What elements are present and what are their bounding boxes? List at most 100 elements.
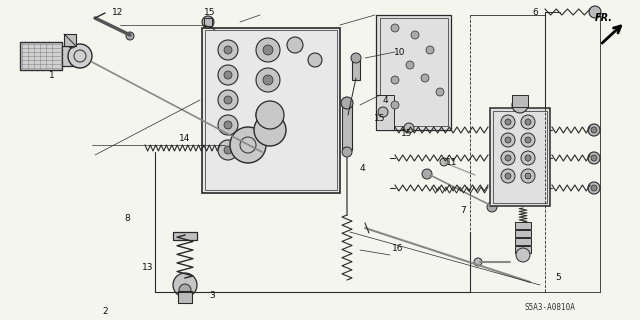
Circle shape bbox=[591, 127, 597, 133]
Circle shape bbox=[501, 169, 515, 183]
Circle shape bbox=[263, 75, 273, 85]
Bar bbox=[205, 30, 337, 190]
Bar bbox=[490, 108, 550, 206]
Circle shape bbox=[256, 38, 280, 62]
Bar bbox=[204, 18, 212, 26]
Bar bbox=[64, 34, 76, 46]
Bar bbox=[376, 95, 394, 130]
Text: 11: 11 bbox=[446, 157, 458, 166]
Text: 2: 2 bbox=[102, 308, 108, 316]
Circle shape bbox=[591, 185, 597, 191]
Text: 1: 1 bbox=[49, 70, 55, 79]
Circle shape bbox=[218, 115, 238, 135]
Circle shape bbox=[505, 173, 511, 179]
Text: 14: 14 bbox=[179, 133, 191, 142]
Text: 8: 8 bbox=[124, 213, 130, 222]
Bar bbox=[376, 15, 451, 130]
Circle shape bbox=[391, 24, 399, 32]
Circle shape bbox=[218, 65, 238, 85]
Text: 4: 4 bbox=[359, 164, 365, 172]
Bar bbox=[515, 222, 531, 229]
Circle shape bbox=[287, 37, 303, 53]
Text: 6: 6 bbox=[532, 7, 538, 17]
Circle shape bbox=[525, 173, 531, 179]
Bar bbox=[178, 291, 192, 303]
Circle shape bbox=[256, 68, 280, 92]
Bar bbox=[173, 232, 197, 240]
Circle shape bbox=[521, 115, 535, 129]
Text: 7: 7 bbox=[460, 205, 466, 214]
Text: 5: 5 bbox=[555, 274, 561, 283]
Circle shape bbox=[256, 103, 280, 127]
Circle shape bbox=[525, 155, 531, 161]
Bar bbox=[493, 111, 547, 203]
Text: 15: 15 bbox=[401, 129, 413, 138]
Circle shape bbox=[378, 107, 388, 117]
Circle shape bbox=[516, 248, 530, 262]
Circle shape bbox=[426, 46, 434, 54]
Circle shape bbox=[224, 46, 232, 54]
Circle shape bbox=[224, 121, 232, 129]
Circle shape bbox=[391, 76, 399, 84]
Text: 13: 13 bbox=[142, 263, 154, 273]
Text: 15: 15 bbox=[374, 114, 386, 123]
Circle shape bbox=[308, 53, 322, 67]
Circle shape bbox=[342, 147, 352, 157]
Circle shape bbox=[126, 32, 134, 40]
Circle shape bbox=[501, 133, 515, 147]
Circle shape bbox=[344, 114, 352, 122]
Circle shape bbox=[588, 182, 600, 194]
Circle shape bbox=[224, 146, 232, 154]
Bar bbox=[202, 28, 340, 193]
Circle shape bbox=[525, 137, 531, 143]
Circle shape bbox=[406, 61, 414, 69]
Text: 4: 4 bbox=[382, 95, 388, 105]
Text: 3: 3 bbox=[209, 292, 215, 300]
Circle shape bbox=[421, 74, 429, 82]
Bar bbox=[515, 238, 531, 245]
Circle shape bbox=[218, 90, 238, 110]
Circle shape bbox=[505, 137, 511, 143]
Text: 10: 10 bbox=[394, 47, 406, 57]
Circle shape bbox=[173, 273, 197, 297]
Circle shape bbox=[224, 96, 232, 104]
Circle shape bbox=[525, 119, 531, 125]
Bar bbox=[515, 246, 531, 253]
Circle shape bbox=[404, 123, 414, 133]
Bar bbox=[20, 42, 62, 70]
Circle shape bbox=[521, 151, 535, 165]
Bar bbox=[62, 46, 80, 66]
Circle shape bbox=[263, 110, 273, 120]
Circle shape bbox=[256, 101, 284, 129]
Circle shape bbox=[474, 258, 482, 266]
Circle shape bbox=[487, 202, 497, 212]
Bar bbox=[515, 230, 531, 237]
Circle shape bbox=[588, 152, 600, 164]
Circle shape bbox=[422, 169, 432, 179]
Circle shape bbox=[230, 127, 266, 163]
Circle shape bbox=[589, 6, 601, 18]
Circle shape bbox=[440, 158, 448, 166]
Circle shape bbox=[218, 40, 238, 60]
Bar bbox=[352, 60, 360, 80]
Circle shape bbox=[351, 53, 361, 63]
Circle shape bbox=[224, 71, 232, 79]
Circle shape bbox=[521, 133, 535, 147]
Text: FR.: FR. bbox=[595, 13, 613, 23]
Text: S5A3-A0810A: S5A3-A0810A bbox=[525, 303, 575, 313]
Text: 15: 15 bbox=[204, 7, 216, 17]
Circle shape bbox=[505, 155, 511, 161]
Bar bbox=[342, 105, 352, 150]
Circle shape bbox=[512, 97, 528, 113]
Circle shape bbox=[254, 114, 286, 146]
Circle shape bbox=[391, 101, 399, 109]
Circle shape bbox=[436, 88, 444, 96]
Circle shape bbox=[68, 44, 92, 68]
Circle shape bbox=[501, 115, 515, 129]
Circle shape bbox=[411, 31, 419, 39]
Circle shape bbox=[521, 169, 535, 183]
Circle shape bbox=[588, 124, 600, 136]
Circle shape bbox=[341, 97, 353, 109]
Circle shape bbox=[591, 155, 597, 161]
Text: 16: 16 bbox=[392, 244, 404, 252]
